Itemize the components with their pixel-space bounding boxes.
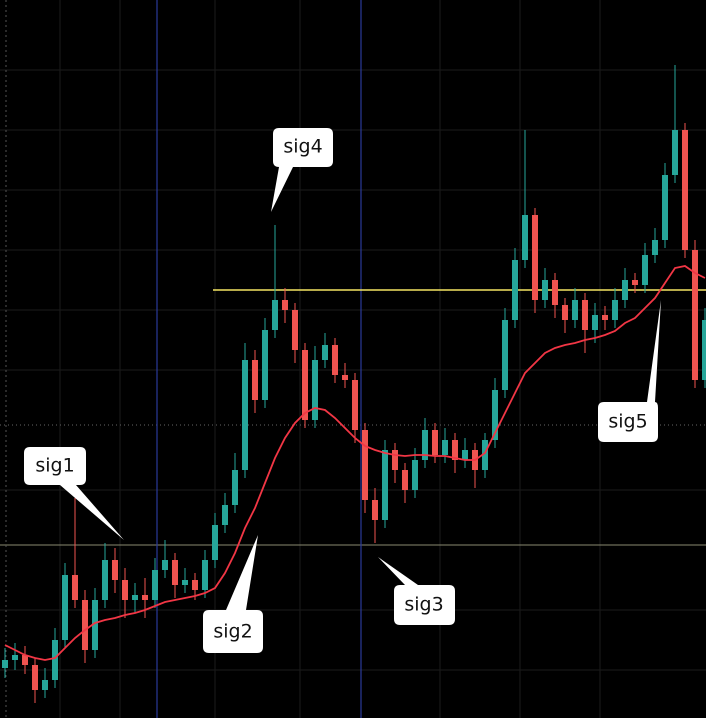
candle-body	[92, 600, 98, 650]
candle-body	[112, 560, 118, 580]
candle-body	[352, 380, 358, 430]
callout: sig2	[203, 535, 263, 653]
candle-body	[702, 320, 706, 380]
candle-body	[242, 360, 248, 470]
candle-body	[562, 305, 568, 320]
candle-body	[492, 390, 498, 440]
callout-label: sig4	[283, 136, 322, 158]
callout-label: sig2	[213, 621, 252, 643]
candle-body	[512, 260, 518, 320]
candle-body	[72, 575, 78, 600]
candle-body	[522, 215, 528, 260]
candle-body	[272, 300, 278, 330]
callout-label: sig5	[608, 411, 647, 433]
callout: sig1	[24, 447, 124, 540]
candle-body	[632, 280, 638, 285]
candle-body	[82, 600, 88, 650]
candle-body	[502, 320, 508, 390]
candle-body	[432, 430, 438, 455]
candle-body	[172, 560, 178, 585]
candle-body	[442, 440, 448, 455]
candle-body	[332, 345, 338, 375]
candle-body	[392, 450, 398, 470]
candle-body	[602, 315, 608, 320]
candle-body	[292, 310, 298, 350]
candle-body	[412, 460, 418, 490]
candle-body	[662, 175, 668, 240]
candle-body	[282, 300, 288, 310]
candle-body	[302, 350, 308, 420]
candle-body	[142, 595, 148, 600]
candle-body	[342, 375, 348, 380]
candle-body	[422, 430, 428, 460]
candle-body	[552, 280, 558, 305]
candle-body	[532, 215, 538, 300]
callout: sig5	[598, 300, 661, 442]
candle-body	[592, 315, 598, 330]
callout: sig3	[378, 557, 455, 625]
candle-body	[672, 130, 678, 175]
candle-body	[682, 130, 688, 250]
candle-body	[452, 440, 458, 460]
moving-average-line	[4, 265, 706, 661]
candle-body	[382, 450, 388, 520]
candle-body	[32, 665, 38, 690]
callout-label: sig1	[35, 455, 74, 477]
candle-body	[542, 280, 548, 300]
candle-body	[152, 570, 158, 600]
candle-body	[12, 655, 18, 660]
candle-body	[42, 680, 48, 690]
callout: sig4	[271, 128, 333, 212]
candle-body	[262, 330, 268, 400]
candle-body	[402, 470, 408, 490]
candle-body	[572, 300, 578, 320]
candle-body	[232, 470, 238, 505]
candle-body	[462, 450, 468, 460]
candle-body	[322, 345, 328, 360]
callout-label: sig3	[404, 594, 443, 616]
candle-body	[582, 300, 588, 330]
candle-body	[102, 560, 108, 600]
candle-body	[482, 440, 488, 470]
candle-body	[372, 500, 378, 520]
candle-body	[162, 560, 168, 570]
candle-body	[212, 525, 218, 560]
candle-body	[62, 575, 68, 640]
candle-body	[622, 280, 628, 300]
candle-body	[22, 655, 28, 665]
plot-area	[2, 65, 706, 703]
candle-body	[52, 640, 58, 680]
candle-body	[2, 660, 8, 668]
candle-body	[132, 595, 138, 600]
candle-body	[222, 505, 228, 525]
candle-body	[312, 360, 318, 420]
candle-body	[362, 430, 368, 500]
candle-body	[202, 560, 208, 590]
candle-body	[192, 580, 198, 590]
candle-body	[652, 240, 658, 255]
candle-body	[182, 580, 188, 585]
candle-body	[612, 300, 618, 320]
candle-body	[252, 360, 258, 400]
candle-body	[642, 255, 648, 285]
candle-body	[122, 580, 128, 600]
candle-body	[692, 250, 698, 380]
